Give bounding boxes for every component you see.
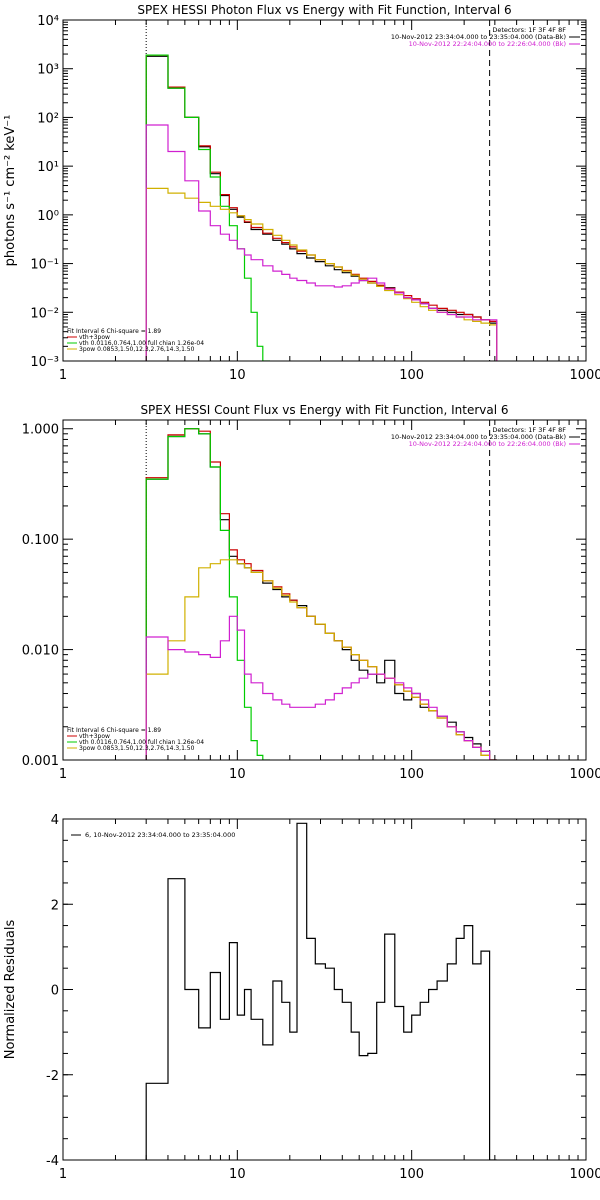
panel2-series-vth bbox=[145, 428, 270, 760]
panel3-x-tick-label: 100 bbox=[399, 1167, 424, 1182]
panel1-legend-entry: 3pow 0.0853,1.50,12.3,2.76,14.3,1.50 bbox=[79, 346, 195, 353]
panel1-series-bk bbox=[145, 124, 498, 361]
panel1-annotation: 10-Nov-2012 23:34:04.000 to 23:35:04.000… bbox=[391, 33, 566, 41]
panel2-legend-entry: Fit Interval 6 Chi-square = 1.89 bbox=[67, 727, 161, 734]
panel1-series-vth bbox=[145, 54, 270, 361]
panel3-x-tick-label: 10 bbox=[229, 1167, 246, 1182]
panel1-y-tick-label: 10² bbox=[37, 111, 59, 126]
panel3-axes-frame bbox=[62, 818, 587, 1161]
panel3-y-tick-label: -2 bbox=[46, 1069, 59, 1084]
panel2-annotation: Detectors: 1F 3F 4F 8F bbox=[492, 426, 566, 434]
panel1-legend-entry: vth 0.0116,0.764,1.00 full chian 1.26e-0… bbox=[79, 340, 204, 347]
panel1-legend-entry: Fit Interval 6 Chi-square = 1.89 bbox=[67, 328, 161, 335]
panel3-y-axis-label: Normalized Residuals bbox=[3, 920, 18, 1060]
panel3-y-tick-label: 4 bbox=[51, 813, 59, 828]
panel1-y-tick-label: 10⁰ bbox=[37, 209, 59, 224]
panel2-annotation: 10-Nov-2012 22:24:04.000 to 22:26:04.000… bbox=[409, 440, 566, 448]
panel1: SPEX HESSI Photon Flux vs Energy with Fi… bbox=[3, 3, 600, 383]
panel1-y-tick-label: 10⁴ bbox=[37, 14, 59, 29]
panel1-annotation: Detectors: 1F 3F 4F 8F bbox=[492, 26, 566, 34]
panel3-y-tick-label: 0 bbox=[51, 984, 59, 999]
panel2-y-tick-label: 0.010 bbox=[22, 644, 59, 659]
panel1-x-tick-label: 10 bbox=[229, 368, 246, 383]
panel2-legend-entry: vth+3pow bbox=[79, 733, 110, 740]
panel1-y-tick-label: 10⁻³ bbox=[30, 355, 59, 370]
panel2-annotation: 10-Nov-2012 23:34:04.000 to 23:35:04.000… bbox=[391, 433, 566, 441]
panel1-y-tick-label: 10⁻¹ bbox=[30, 258, 59, 273]
panel3: 1 10 100 1000 -4 -2 0 2 4 Normalized Residuals 6, … bbox=[3, 813, 600, 1182]
panel3-y-tick-label: -4 bbox=[46, 1154, 59, 1169]
panel1-axes-frame bbox=[62, 19, 587, 362]
panel2-legend-entry: 3pow 0.0853,1.50,12.3,2.76,14.3,1.50 bbox=[79, 745, 195, 752]
panel3-annotation: 6, 10-Nov-2012 23:34:04.000 to 23:35:04.… bbox=[85, 831, 235, 839]
panel2: SPEX HESSI Count Flux vs Energy with Fit… bbox=[22, 403, 600, 782]
panel1-series-3pow bbox=[145, 187, 498, 361]
panel1-legend-entry: vth+3pow bbox=[79, 334, 110, 341]
panel2-y-tick-label: 1.000 bbox=[22, 423, 59, 438]
panel1-x-tick-label: 1 bbox=[59, 368, 67, 383]
panel3-series-residuals bbox=[145, 822, 497, 1160]
panel2-legend-entry: vth 0.0116,0.764,1.00 full chian 1.26e-0… bbox=[79, 739, 204, 746]
panel2-y-tick-label: 0.100 bbox=[22, 533, 59, 548]
panel1-y-tick-label: 10⁻² bbox=[30, 306, 59, 321]
panel2-x-tick-label: 1 bbox=[59, 767, 67, 782]
panel2-title: SPEX HESSI Count Flux vs Energy with Fit… bbox=[140, 403, 508, 417]
panel3-y-tick-label: 2 bbox=[51, 898, 59, 913]
panel1-y-tick-label: 10³ bbox=[37, 63, 59, 78]
panel1-title: SPEX HESSI Photon Flux vs Energy with Fi… bbox=[137, 3, 511, 17]
panel1-y-tick-label: 10¹ bbox=[37, 160, 59, 175]
panel1-y-axis-label: photons s⁻¹ cm⁻² keV⁻¹ bbox=[3, 115, 18, 267]
panel1-annotation: 10-Nov-2012 22:24:04.000 to 22:26:04.000… bbox=[409, 40, 566, 48]
panel2-series-3pow bbox=[145, 559, 497, 760]
panel2-x-tick-label: 10 bbox=[229, 767, 246, 782]
panel2-y-tick-label: 0.001 bbox=[22, 754, 59, 769]
panel2-x-tick-label: 100 bbox=[399, 767, 424, 782]
panel1-x-tick-label: 100 bbox=[399, 368, 424, 383]
panel3-x-tick-label: 1 bbox=[59, 1167, 67, 1182]
panel2-x-tick-label: 1000 bbox=[569, 767, 600, 782]
panel1-x-tick-label: 1000 bbox=[569, 368, 600, 383]
panel2-series-bk bbox=[145, 615, 497, 760]
panel3-x-tick-label: 1000 bbox=[569, 1167, 600, 1182]
panel2-axes-frame bbox=[62, 419, 587, 761]
